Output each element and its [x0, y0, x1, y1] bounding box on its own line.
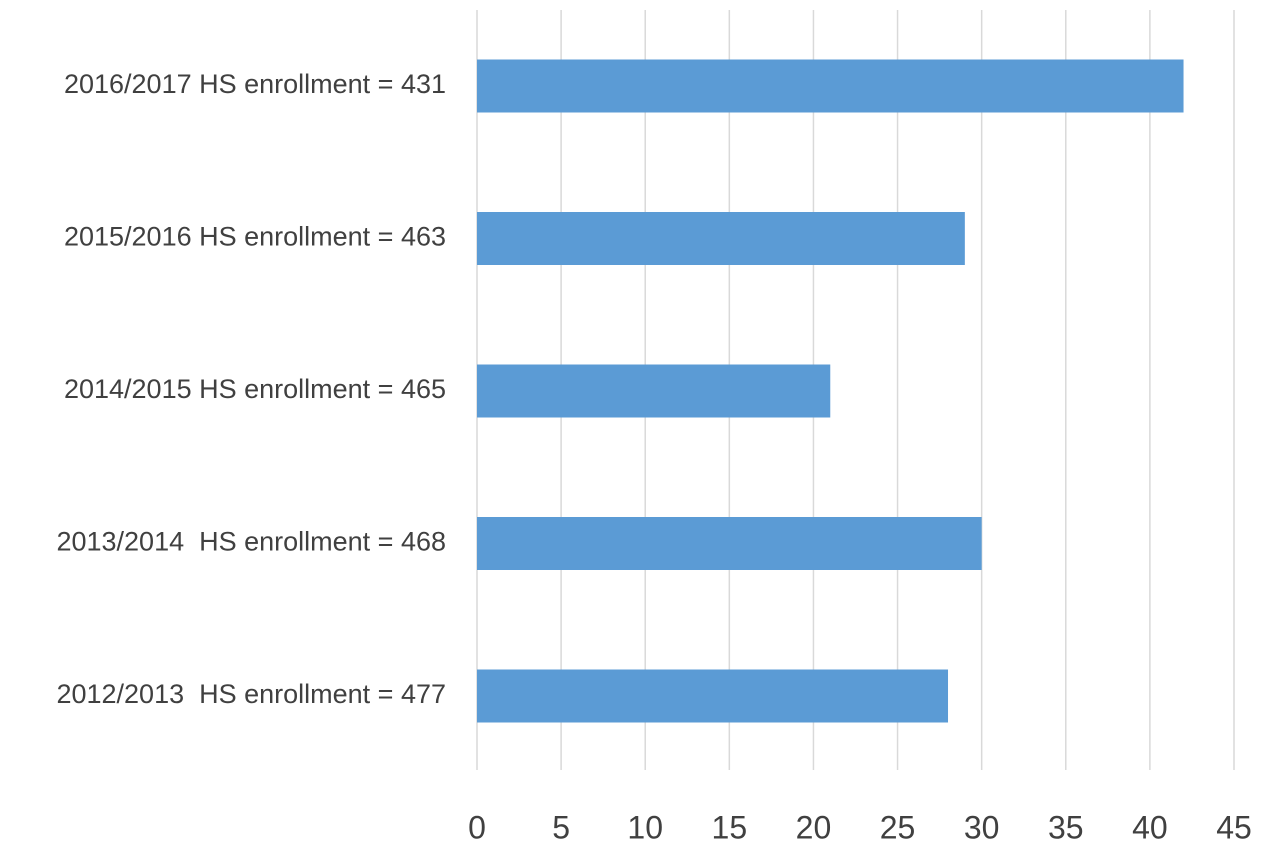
- category-label-5: 2012/2013 HS enrollment = 477: [56, 679, 446, 709]
- x-tick-label-10: 10: [627, 809, 663, 845]
- category-label-2: 2015/2016 HS enrollment = 463: [64, 222, 446, 252]
- bars: [477, 59, 1184, 723]
- x-tick-label-15: 15: [712, 809, 748, 845]
- x-tick-label-45: 45: [1216, 809, 1252, 845]
- x-tick-label-0: 0: [468, 809, 486, 845]
- bar-2: [477, 212, 965, 265]
- category-label-4: 2013/2014 HS enrollment = 468: [56, 527, 446, 557]
- category-labels: 2016/2017 HS enrollment = 431 2015/2016 H…: [56, 69, 446, 709]
- x-tick-label-35: 35: [1048, 809, 1084, 845]
- x-tick-label-30: 30: [964, 809, 1000, 845]
- bar-4: [477, 517, 982, 570]
- x-axis-tick-labels: 0 5 10 15 20 25 30 35 40 45: [468, 809, 1252, 845]
- x-tick-label-40: 40: [1132, 809, 1168, 845]
- category-label-3: 2014/2015 HS enrollment = 465: [64, 374, 446, 404]
- bar-1: [477, 59, 1184, 113]
- x-tick-label-25: 25: [880, 809, 916, 845]
- x-tick-label-5: 5: [552, 809, 570, 845]
- bar-3: [477, 364, 831, 418]
- category-label-1: 2016/2017 HS enrollment = 431: [64, 69, 446, 99]
- bar-5: [477, 669, 949, 723]
- x-tick-label-20: 20: [796, 809, 832, 845]
